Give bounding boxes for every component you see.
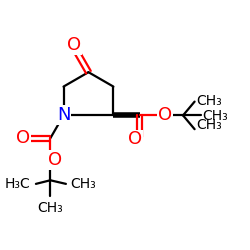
Text: N: N xyxy=(57,106,70,124)
Text: O: O xyxy=(48,151,62,169)
Text: CH₃: CH₃ xyxy=(71,177,97,191)
Text: O: O xyxy=(67,36,81,54)
Text: O: O xyxy=(158,106,172,124)
Text: CH₃: CH₃ xyxy=(196,94,222,108)
Text: CH₃: CH₃ xyxy=(196,118,222,132)
Text: O: O xyxy=(128,130,142,148)
Text: H₃C: H₃C xyxy=(4,177,30,191)
Text: O: O xyxy=(16,129,30,147)
Text: CH₃: CH₃ xyxy=(202,109,228,123)
Text: CH₃: CH₃ xyxy=(38,201,63,215)
